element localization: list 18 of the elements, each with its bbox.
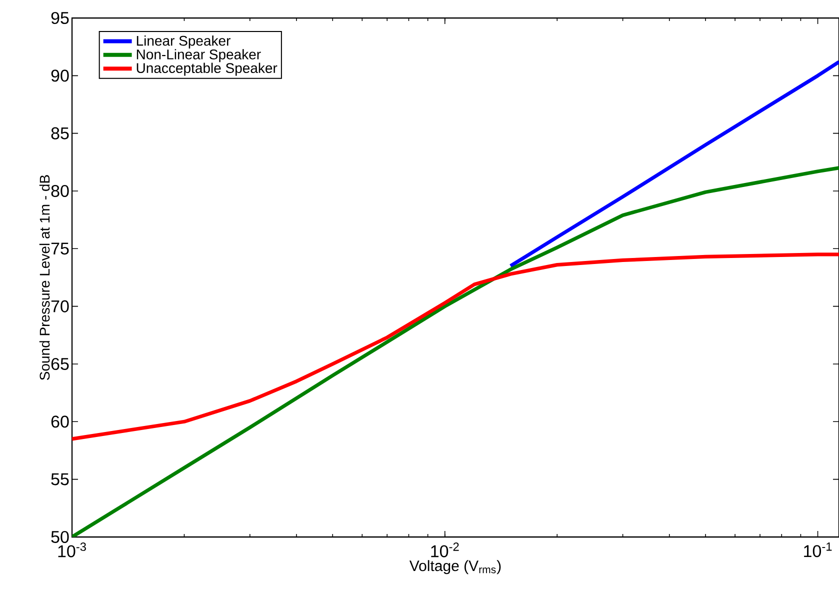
legend-label: Unacceptable Speaker: [136, 62, 278, 76]
x-axis-title: Voltage (V$_{rms}$): [409, 560, 501, 574]
y-tick-label: 85: [51, 127, 69, 140]
y-axis-title: Sound Pressure Level at 1m - dB: [39, 175, 50, 380]
y-tick-label: 75: [51, 242, 69, 255]
x-tick-label: 10$^{-3}$: [58, 542, 86, 558]
y-tick-label: 70: [51, 300, 69, 312]
y-tick-label: 95: [51, 12, 69, 24]
y-tick-label: 90: [51, 70, 69, 82]
y-tick-label: 80: [51, 184, 69, 198]
y-tick-label: 50: [51, 530, 69, 544]
x-tick-label: 10$^{-1}$: [804, 542, 832, 558]
y-tick-label: 55: [51, 473, 69, 486]
y-tick-label: 65: [51, 358, 69, 370]
y-tick-label: 60: [51, 416, 69, 428]
x-tick-label: 10$^{-2}$: [431, 542, 459, 558]
legend-label: Non-Linear Speaker: [136, 49, 261, 62]
legend-label: Linear Speaker: [136, 35, 230, 49]
